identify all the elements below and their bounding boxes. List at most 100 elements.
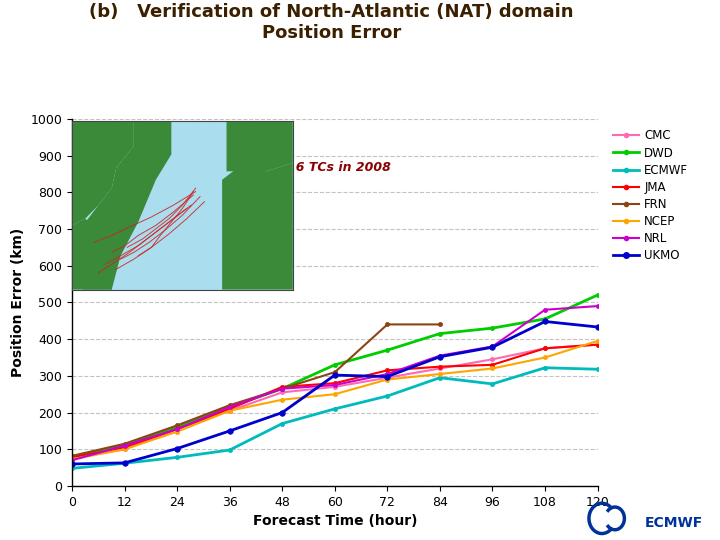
ECMWF — [383, 393, 392, 399]
DWD — [68, 454, 76, 460]
X-axis label: Forecast Time (hour): Forecast Time (hour) — [253, 514, 417, 528]
NRL — [120, 442, 129, 449]
Line: JMA: JMA — [70, 342, 600, 460]
UKMO — [68, 461, 76, 467]
JMA — [225, 406, 234, 412]
UKMO — [541, 318, 549, 325]
NRL — [173, 426, 181, 433]
JMA — [383, 367, 392, 374]
NRL — [383, 371, 392, 377]
NCEP — [488, 365, 497, 372]
FRN — [120, 441, 129, 447]
NRL — [225, 404, 234, 410]
Text: ECMWF: ECMWF — [644, 516, 703, 530]
FRN — [173, 422, 181, 429]
NRL — [68, 457, 76, 463]
UKMO — [278, 409, 287, 416]
ECMWF — [68, 465, 76, 471]
Line: UKMO: UKMO — [69, 319, 600, 467]
ECMWF — [225, 447, 234, 453]
UKMO — [120, 460, 129, 466]
FRN — [225, 402, 234, 408]
UKMO — [436, 354, 444, 360]
Line: FRN: FRN — [70, 322, 442, 458]
Line: NCEP: NCEP — [70, 339, 600, 461]
JMA — [436, 363, 444, 370]
FRN — [68, 453, 76, 459]
Legend: CMC, DWD, ECMWF, JMA, FRN, NCEP, NRL, UKMO: CMC, DWD, ECMWF, JMA, FRN, NCEP, NRL, UK… — [608, 125, 693, 267]
DWD — [541, 316, 549, 322]
ECMWF — [120, 460, 129, 467]
ECMWF — [436, 374, 444, 381]
JMA — [488, 362, 497, 368]
DWD — [436, 330, 444, 337]
Line: ECMWF: ECMWF — [70, 366, 600, 470]
ECMWF — [593, 366, 602, 373]
JMA — [173, 426, 181, 433]
NCEP — [436, 371, 444, 377]
Line: CMC: CMC — [70, 342, 600, 461]
UKMO — [383, 373, 392, 380]
CMC — [225, 408, 234, 414]
NRL — [541, 307, 549, 313]
DWD — [225, 404, 234, 410]
CMC — [278, 389, 287, 396]
JMA — [541, 345, 549, 352]
CMC — [120, 446, 129, 453]
CMC — [541, 345, 549, 352]
ECMWF — [173, 454, 181, 461]
CMC — [436, 365, 444, 372]
CMC — [383, 374, 392, 381]
FRN — [383, 321, 392, 328]
DWD — [120, 442, 129, 449]
UKMO — [330, 372, 339, 379]
JMA — [593, 341, 602, 348]
UKMO — [225, 428, 234, 434]
Y-axis label: Position Error (km): Position Error (km) — [11, 228, 25, 377]
NCEP — [541, 354, 549, 361]
CMC — [173, 426, 181, 433]
UKMO — [173, 446, 181, 452]
Text: Position Error: Position Error — [261, 24, 401, 42]
JMA — [330, 380, 339, 387]
ECMWF — [278, 420, 287, 427]
CMC — [488, 356, 497, 362]
Text: (b)   Verification of North-Atlantic (NAT) domain: (b) Verification of North-Atlantic (NAT)… — [89, 3, 573, 21]
FRN — [330, 369, 339, 375]
DWD — [488, 325, 497, 332]
UKMO — [593, 324, 602, 330]
FRN — [278, 386, 287, 392]
DWD — [593, 292, 602, 298]
NCEP — [383, 376, 392, 383]
JMA — [278, 383, 287, 390]
NCEP — [330, 391, 339, 397]
FRN — [436, 321, 444, 328]
NCEP — [593, 338, 602, 344]
NRL — [593, 303, 602, 309]
UKMO — [488, 344, 497, 350]
DWD — [173, 424, 181, 430]
NCEP — [278, 396, 287, 403]
JMA — [120, 444, 129, 451]
NRL — [436, 353, 444, 359]
NCEP — [173, 428, 181, 435]
NRL — [278, 386, 287, 392]
CMC — [68, 455, 76, 462]
Line: NRL: NRL — [70, 304, 600, 462]
NCEP — [120, 446, 129, 453]
ECMWF — [330, 406, 339, 412]
DWD — [383, 347, 392, 353]
Text: 16 TCs in 2008: 16 TCs in 2008 — [287, 161, 390, 174]
DWD — [330, 362, 339, 368]
JMA — [68, 454, 76, 461]
Line: DWD: DWD — [70, 293, 600, 458]
ECMWF — [488, 381, 497, 387]
CMC — [330, 383, 339, 390]
ECMWF — [541, 364, 549, 371]
NCEP — [68, 456, 76, 462]
NRL — [330, 382, 339, 388]
CMC — [593, 341, 602, 348]
DWD — [278, 386, 287, 392]
NRL — [488, 343, 497, 350]
NCEP — [225, 408, 234, 414]
